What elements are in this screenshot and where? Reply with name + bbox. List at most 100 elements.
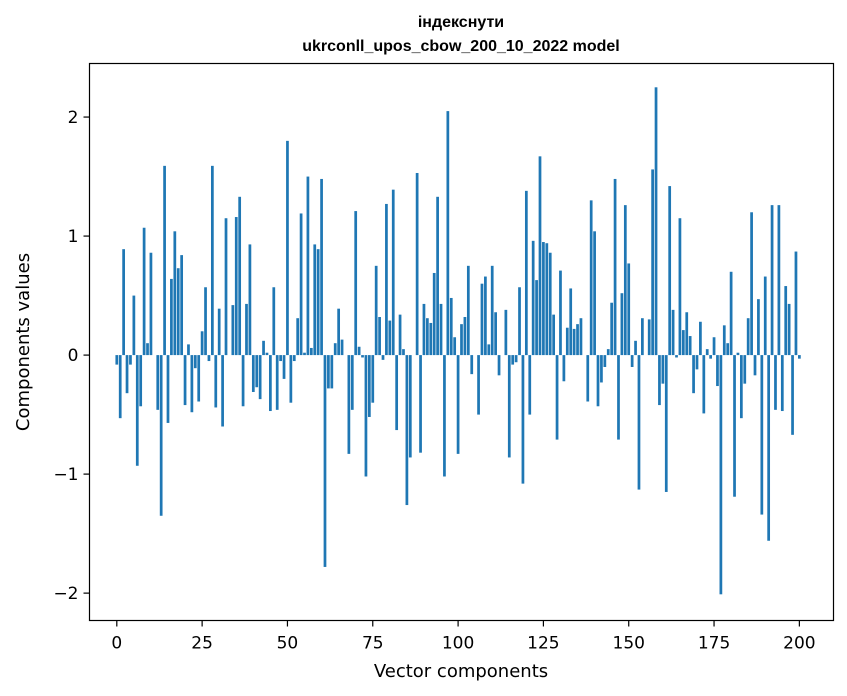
x-tick-label: 75 bbox=[362, 634, 384, 654]
bar bbox=[303, 352, 306, 356]
bar bbox=[658, 355, 661, 406]
bar bbox=[548, 252, 552, 356]
bar bbox=[729, 271, 733, 356]
bar bbox=[668, 186, 672, 356]
bar bbox=[702, 355, 706, 414]
chart-title: індекснути bbox=[418, 14, 504, 31]
bar bbox=[569, 288, 573, 356]
bar bbox=[770, 205, 774, 356]
bar bbox=[443, 355, 446, 477]
y-axis-label: Components values bbox=[13, 253, 34, 431]
bar bbox=[699, 321, 702, 356]
bar bbox=[678, 218, 682, 356]
y-tick-label: −1 bbox=[53, 465, 78, 485]
bar bbox=[647, 319, 651, 356]
bar bbox=[449, 297, 453, 356]
bar bbox=[204, 287, 207, 356]
bar bbox=[589, 200, 593, 356]
bar bbox=[385, 203, 388, 356]
bar bbox=[320, 178, 323, 356]
bar bbox=[350, 355, 354, 410]
bar bbox=[613, 178, 617, 356]
bar bbox=[367, 355, 371, 417]
bar bbox=[484, 276, 487, 356]
bar bbox=[746, 318, 750, 356]
bar bbox=[606, 349, 610, 356]
bar bbox=[528, 355, 532, 415]
bar bbox=[739, 355, 743, 419]
x-tick-label: 50 bbox=[277, 634, 299, 654]
bar bbox=[794, 251, 798, 356]
bar bbox=[531, 240, 535, 356]
bar bbox=[692, 355, 695, 394]
bar bbox=[542, 242, 545, 356]
bar bbox=[330, 355, 334, 389]
bar bbox=[685, 312, 689, 356]
bar bbox=[163, 165, 166, 356]
bar bbox=[688, 336, 692, 356]
bar bbox=[760, 355, 764, 515]
bar bbox=[439, 303, 443, 356]
bar bbox=[275, 355, 279, 410]
bar bbox=[214, 355, 218, 408]
bar bbox=[272, 287, 276, 356]
bar bbox=[309, 347, 313, 356]
y-tick-label: 2 bbox=[68, 108, 79, 128]
bar bbox=[518, 287, 521, 356]
bar bbox=[524, 190, 528, 356]
bar bbox=[627, 263, 631, 356]
bar bbox=[378, 317, 381, 356]
bar bbox=[255, 355, 259, 388]
bar bbox=[757, 299, 760, 356]
bar bbox=[146, 343, 149, 356]
bar bbox=[767, 355, 771, 541]
bar bbox=[521, 355, 525, 484]
bar bbox=[603, 355, 607, 367]
bar bbox=[429, 322, 433, 356]
bar bbox=[617, 355, 620, 440]
bar bbox=[466, 265, 470, 356]
bar bbox=[470, 355, 474, 375]
x-tick-label: 150 bbox=[613, 634, 645, 654]
bar bbox=[306, 176, 310, 356]
bar bbox=[630, 355, 634, 367]
bar bbox=[173, 231, 177, 356]
bar bbox=[231, 305, 235, 356]
bar bbox=[265, 352, 269, 356]
bar bbox=[217, 308, 221, 356]
bar bbox=[432, 272, 436, 356]
bar bbox=[132, 295, 136, 356]
bar bbox=[180, 255, 184, 356]
bar bbox=[125, 355, 129, 394]
bar bbox=[705, 349, 709, 356]
bar bbox=[333, 343, 337, 356]
bar bbox=[791, 355, 794, 435]
bar bbox=[241, 355, 245, 407]
bar bbox=[565, 327, 569, 356]
bar bbox=[292, 355, 296, 362]
bar bbox=[637, 355, 641, 490]
bar bbox=[733, 355, 736, 497]
bar bbox=[610, 302, 614, 356]
bar bbox=[576, 324, 579, 356]
bar bbox=[323, 355, 327, 567]
bar bbox=[296, 318, 300, 356]
bar bbox=[364, 355, 368, 477]
bar bbox=[490, 265, 494, 356]
x-axis-ticks: 0 25 50 75 100 125 150 175 200 bbox=[111, 620, 816, 654]
bar bbox=[507, 355, 511, 458]
bar bbox=[579, 318, 583, 356]
bar bbox=[477, 355, 480, 415]
bar bbox=[426, 318, 429, 356]
x-tick-label: 125 bbox=[527, 634, 559, 654]
bar bbox=[750, 212, 753, 356]
bar bbox=[193, 355, 197, 369]
bar bbox=[221, 355, 224, 427]
bar bbox=[340, 339, 344, 356]
bar bbox=[234, 217, 238, 356]
bar bbox=[596, 355, 600, 407]
bar bbox=[286, 140, 289, 356]
x-axis-label: Vector components bbox=[374, 661, 548, 682]
bar bbox=[251, 355, 255, 392]
